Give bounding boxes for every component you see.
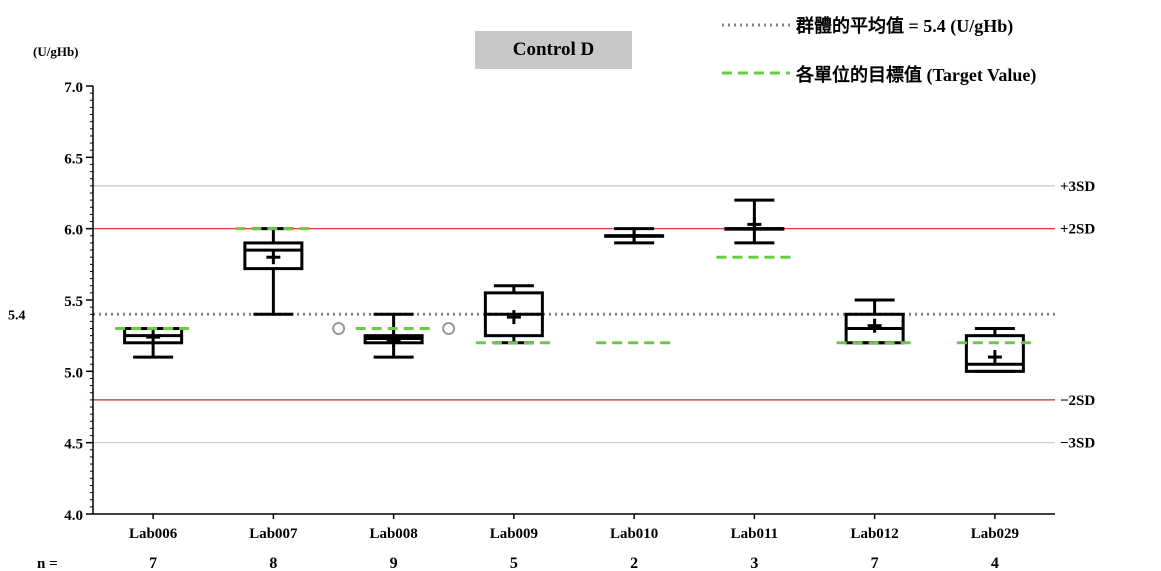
x-tick-label: Lab006: [129, 526, 178, 542]
y-tick-label: 7.0: [64, 80, 83, 96]
y-tick-label: 5.5: [64, 294, 83, 310]
legend-target-label: 各單位的目標值 (Target Value): [796, 65, 1037, 85]
x-tick-label: Lab010: [610, 526, 658, 542]
x-tick-label: Lab011: [731, 526, 779, 542]
n-value: 7: [871, 555, 879, 571]
y-axis-unit: (U/gHb): [33, 44, 79, 59]
chart-title: Control D: [475, 31, 632, 69]
box: [243, 241, 304, 271]
y-tick-label: 4.5: [64, 437, 83, 453]
n-value: 5: [510, 555, 518, 571]
x-tick-label: Lab012: [850, 526, 898, 542]
box: [964, 334, 1025, 373]
n-value: 2: [630, 555, 638, 571]
x-tick-label: Lab009: [490, 526, 538, 542]
outlier-point: [442, 322, 456, 336]
n-value: 4: [991, 555, 999, 571]
reference-label-0: +3SD: [1060, 179, 1095, 195]
n-value: 8: [269, 555, 277, 571]
n-value: 9: [390, 555, 398, 571]
reference-label-2: −2SD: [1060, 393, 1095, 409]
x-tick-label: Lab007: [249, 526, 298, 542]
mean-tick-label: 5.4: [8, 308, 26, 323]
y-tick-label: 5.0: [64, 365, 83, 381]
reference-label-3: −3SD: [1060, 436, 1095, 452]
legend-mean-label: 群體的平均值 = 5.4 (U/gHb): [796, 16, 1014, 36]
y-tick-label: 6.5: [64, 151, 83, 167]
x-tick-label: Lab029: [971, 526, 1019, 542]
y-tick-label: 4.0: [64, 508, 83, 524]
outlier-point: [332, 322, 346, 336]
n-label: n =: [37, 556, 58, 571]
n-value: 7: [149, 555, 157, 571]
reference-label-1: +2SD: [1060, 222, 1095, 238]
n-value: 3: [750, 555, 758, 571]
y-tick-label: 6.0: [64, 223, 83, 239]
x-tick-label: Lab008: [369, 526, 417, 542]
